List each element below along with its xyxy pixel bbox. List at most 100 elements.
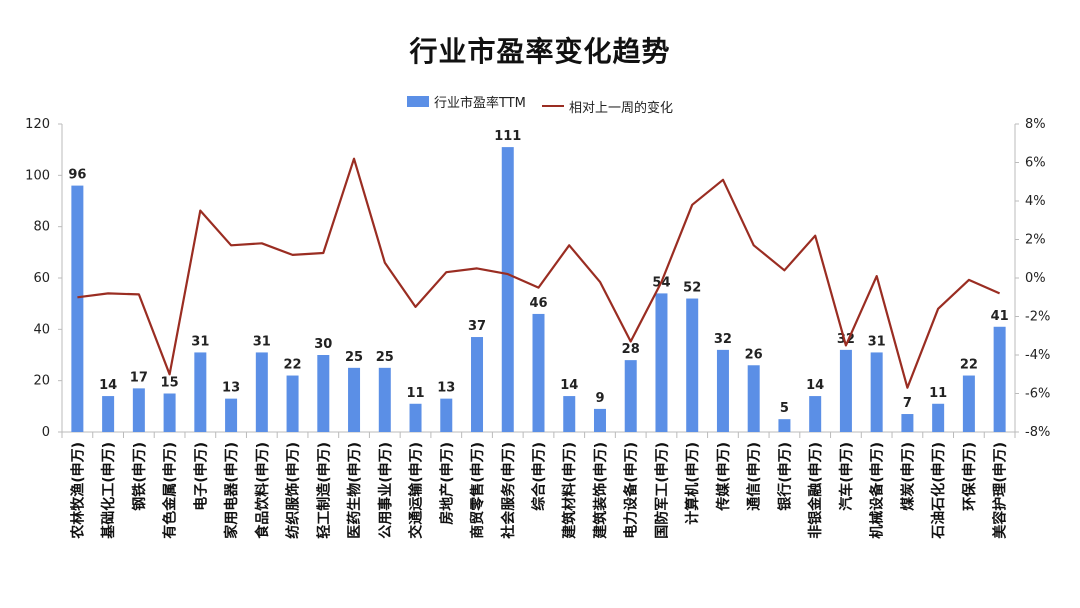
bar — [563, 396, 576, 432]
bar-value-label: 111 — [494, 129, 521, 144]
change-line — [77, 157, 1001, 389]
bar-value-label: 7 — [903, 396, 912, 411]
bar — [163, 393, 176, 432]
x-category-label: 建筑装饰(申万) — [592, 442, 609, 539]
right-tick-label: 0% — [1025, 271, 1046, 286]
bar — [348, 367, 361, 432]
legend-bar-label: 行业市盈率TTM — [433, 96, 526, 111]
bar-value-label: 14 — [806, 378, 824, 393]
bar — [286, 375, 299, 432]
bar — [624, 360, 637, 432]
right-tick-label: 8% — [1025, 117, 1046, 132]
bar — [655, 293, 668, 432]
bar — [440, 398, 453, 432]
x-category-label: 轻工制造(申万) — [315, 442, 332, 539]
bar-value-label: 96 — [68, 168, 86, 183]
x-category-label: 综合(申万) — [531, 442, 548, 511]
bar-value-label: 22 — [960, 358, 978, 373]
x-category-label: 汽车(申万) — [838, 442, 855, 511]
bar — [993, 326, 1006, 432]
x-category-label: 钢铁(申万) — [131, 442, 148, 511]
x-category-label: 家用电器(申万) — [223, 442, 240, 539]
bar-value-label: 37 — [468, 319, 486, 334]
left-tick-label: 120 — [25, 117, 50, 132]
bar — [593, 408, 606, 432]
bar — [839, 349, 852, 432]
bar-value-label: 25 — [345, 350, 363, 365]
legend-item-line: 相对上一周的变化 — [542, 97, 673, 116]
left-tick-label: 40 — [33, 322, 50, 337]
bar — [225, 398, 238, 432]
bar — [716, 349, 729, 432]
bar-value-label: 41 — [991, 309, 1009, 324]
x-category-label: 机械设备(申万) — [869, 442, 886, 539]
bar-value-label: 31 — [868, 334, 886, 349]
right-tick-label: 2% — [1025, 233, 1046, 248]
bar-value-label: 14 — [560, 378, 578, 393]
bar-value-label: 26 — [745, 347, 763, 362]
bar-value-label: 9 — [595, 391, 604, 406]
legend: 行业市盈率TTM 相对上一周的变化 — [0, 92, 1080, 116]
bar-value-label: 13 — [222, 381, 240, 396]
x-category-label: 商贸零售(申万) — [469, 442, 486, 539]
bar-value-label: 15 — [161, 376, 179, 391]
bar-value-label: 30 — [314, 337, 332, 352]
x-category-label: 计算机(申万) — [684, 442, 701, 525]
bar — [686, 298, 699, 432]
bar-value-label: 32 — [714, 332, 732, 347]
x-category-label: 交通运输(申万) — [408, 442, 425, 539]
bar-value-label: 13 — [437, 381, 455, 396]
right-tick-label: -2% — [1025, 310, 1050, 325]
bar-value-label: 28 — [622, 342, 640, 357]
bar — [194, 352, 207, 432]
left-tick-label: 0 — [42, 425, 50, 440]
bar — [409, 403, 422, 432]
bar-value-label: 17 — [130, 370, 148, 385]
bar — [932, 403, 945, 432]
bar-value-label: 14 — [99, 378, 117, 393]
bar-value-label: 31 — [191, 334, 209, 349]
left-tick-label: 80 — [33, 220, 50, 235]
x-category-label: 煤炭(申万) — [899, 442, 916, 511]
bar-value-label: 11 — [929, 386, 947, 401]
legend-bar-swatch — [406, 96, 429, 107]
bar — [532, 313, 545, 432]
x-category-label: 纺织服饰(申万) — [285, 442, 302, 539]
bar-value-label: 22 — [284, 358, 302, 373]
bar — [71, 185, 84, 432]
bar — [962, 375, 975, 432]
x-category-label: 环保(申万) — [961, 442, 978, 511]
right-tick-label: -6% — [1025, 387, 1050, 402]
right-tick-label: 4% — [1025, 194, 1046, 209]
x-category-label: 美容护理(申万) — [992, 442, 1009, 539]
x-category-label: 食品饮料(申万) — [254, 442, 271, 539]
bar — [747, 365, 760, 432]
bar — [378, 367, 391, 432]
x-category-label: 石油石化(申万) — [930, 442, 947, 540]
x-category-label: 通信(申万) — [746, 442, 763, 511]
x-category-label: 基础化工(申万) — [100, 442, 117, 539]
bar — [870, 352, 883, 432]
x-category-label: 非银金融(申万) — [807, 442, 824, 539]
left-tick-label: 20 — [33, 374, 50, 389]
left-tick-label: 60 — [33, 271, 50, 286]
legend-item-bars: 行业市盈率TTM — [406, 92, 526, 111]
bar — [132, 388, 145, 432]
x-category-label: 公用事业(申万) — [377, 442, 394, 539]
x-category-label: 银行(申万) — [776, 442, 793, 511]
bar — [501, 147, 514, 432]
bar-value-label: 52 — [683, 281, 701, 296]
x-category-label: 国防军工(申万) — [653, 442, 670, 539]
x-category-label: 电力设备(申万) — [623, 442, 640, 539]
x-category-label: 建筑材料(申万) — [561, 442, 578, 539]
x-category-label: 有色金属(申万) — [162, 442, 179, 539]
left-tick-label: 100 — [25, 168, 50, 183]
bar-value-label: 5 — [780, 401, 789, 416]
bar — [317, 355, 330, 432]
x-category-label: 农林牧渔(申万) — [69, 442, 86, 540]
legend-line-swatch — [542, 105, 564, 107]
bar — [901, 414, 914, 432]
right-tick-label: 6% — [1025, 156, 1046, 171]
x-category-label: 医药生物(申万) — [346, 442, 363, 539]
